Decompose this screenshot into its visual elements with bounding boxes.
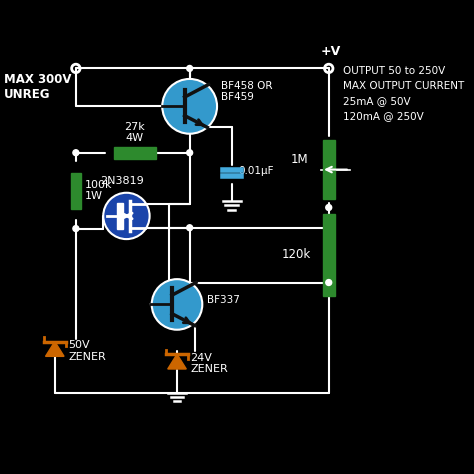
Text: +V: +V — [321, 45, 341, 58]
Text: 27k
4W: 27k 4W — [125, 122, 145, 144]
Polygon shape — [168, 354, 186, 369]
Text: 120k: 120k — [282, 248, 311, 262]
Bar — [323, 140, 335, 199]
Circle shape — [103, 193, 150, 239]
Text: BF458 OR
BF459: BF458 OR BF459 — [221, 81, 273, 102]
Circle shape — [187, 150, 192, 155]
Circle shape — [326, 205, 332, 210]
Circle shape — [326, 280, 332, 285]
Text: 50V
ZENER: 50V ZENER — [68, 340, 106, 362]
Circle shape — [73, 150, 79, 155]
Text: BF337: BF337 — [207, 295, 240, 305]
Text: 2N3819: 2N3819 — [100, 175, 144, 186]
Bar — [117, 203, 123, 228]
Circle shape — [73, 226, 79, 231]
Circle shape — [187, 225, 192, 231]
Bar — [71, 173, 81, 209]
Circle shape — [187, 65, 192, 72]
Bar — [114, 147, 156, 159]
Text: 0.01μF: 0.01μF — [238, 166, 273, 176]
Text: 100k
1W: 100k 1W — [85, 180, 113, 201]
Polygon shape — [46, 342, 64, 356]
Text: 1M: 1M — [291, 153, 309, 165]
Text: 24V
ZENER: 24V ZENER — [191, 353, 228, 374]
Text: MAX 300V
UNREG: MAX 300V UNREG — [4, 73, 72, 100]
Bar — [323, 214, 335, 296]
Text: OUTPUT 50 to 250V
MAX OUTPUT CURRENT
25mA @ 50V
120mA @ 250V: OUTPUT 50 to 250V MAX OUTPUT CURRENT 25m… — [344, 66, 465, 121]
Circle shape — [162, 79, 217, 134]
Circle shape — [152, 279, 202, 330]
